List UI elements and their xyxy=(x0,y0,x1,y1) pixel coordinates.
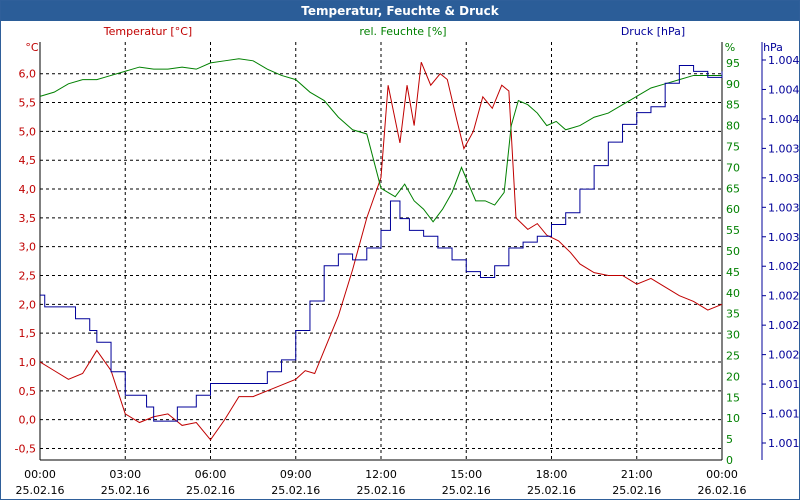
humidity-tick-label: 20 xyxy=(726,370,740,383)
x-tick-date: 25.02.16 xyxy=(442,484,491,497)
x-tick-date: 25.02.16 xyxy=(612,484,661,497)
humidity-unit: % xyxy=(725,41,735,54)
temperature-tick-label: 4,5 xyxy=(19,154,37,167)
x-tick-time: 12:00 xyxy=(365,468,397,481)
x-tick-date: 25.02.16 xyxy=(16,484,65,497)
x-tick-date: 25.02.16 xyxy=(101,484,150,497)
series-lines xyxy=(39,58,723,441)
humidity-tick-label: 45 xyxy=(726,266,740,279)
pressure-tick-label: 1.003 xyxy=(768,142,800,155)
x-tick-time: 03:00 xyxy=(109,468,141,481)
temperature-tick-label: 2,0 xyxy=(19,298,37,311)
humidity-tick-label: 95 xyxy=(726,57,740,70)
window-title: Temperatur, Feuchte & Druck xyxy=(1,1,799,21)
humidity-tick-label: 60 xyxy=(726,203,740,216)
temperature-series-line xyxy=(39,61,723,441)
pressure-tick-label: 1.004 xyxy=(768,83,800,96)
temperature-tick-label: -0,5 xyxy=(15,442,36,455)
temperature-tick-label: 3,0 xyxy=(19,241,37,254)
humidity-tick-label: 65 xyxy=(726,182,740,195)
x-tick-date: 25.02.16 xyxy=(271,484,320,497)
temperature-tick-label: 6,0 xyxy=(19,68,37,81)
humidity-tick-label: 5 xyxy=(726,433,733,446)
temperature-tick-label: 1,0 xyxy=(19,356,37,369)
pressure-tick-label: 1.002 xyxy=(768,260,800,273)
temperature-axis-title: Temperatur [°C] xyxy=(103,25,192,38)
temperature-tick-label: 3,5 xyxy=(19,212,37,225)
pressure-tick-label: 1.003 xyxy=(768,231,800,244)
pressure-tick-label: 1.004 xyxy=(768,113,800,126)
pressure-series-line xyxy=(40,65,723,422)
humidity-tick-label: 80 xyxy=(726,120,740,133)
humidity-tick-label: 75 xyxy=(726,141,740,154)
humidity-tick-label: 70 xyxy=(726,161,740,174)
x-tick-time: 15:00 xyxy=(450,468,482,481)
humidity-axis-title: rel. Feuchte [%] xyxy=(359,25,446,38)
pressure-tick-label: 1.002 xyxy=(768,319,800,332)
pressure-axis-title: Druck [hPa] xyxy=(621,25,685,38)
temperature-tick-label: 4,0 xyxy=(19,183,37,196)
x-tick-date: 25.02.16 xyxy=(357,484,406,497)
x-tick-date: 25.02.16 xyxy=(527,484,576,497)
pressure-tick-label: 1.003 xyxy=(768,172,800,185)
temperature-tick-label: 2,5 xyxy=(19,270,37,283)
temperature-tick-label: 5,0 xyxy=(19,125,37,138)
humidity-tick-label: 35 xyxy=(726,308,740,321)
x-tick-date: 25.02.16 xyxy=(186,484,235,497)
humidity-tick-label: 10 xyxy=(726,412,740,425)
humidity-tick-label: 85 xyxy=(726,99,740,112)
humidity-tick-label: 30 xyxy=(726,329,740,342)
x-tick-date: 26.02.16 xyxy=(698,484,747,497)
humidity-tick-label: 0 xyxy=(726,454,733,467)
pressure-tick-label: 1.002 xyxy=(768,349,800,362)
pressure-tick-label: 1.001 xyxy=(768,378,800,391)
humidity-tick-label: 40 xyxy=(726,287,740,300)
pressure-tick-label: 1.002 xyxy=(768,290,800,303)
x-tick-time: 00:00 xyxy=(24,468,56,481)
pressure-tick-label: 1.001 xyxy=(768,408,800,421)
pressure-tick-label: 1.003 xyxy=(768,201,800,214)
humidity-tick-label: 25 xyxy=(726,350,740,363)
humidity-tick-label: 15 xyxy=(726,391,740,404)
temperature-tick-label: 1,5 xyxy=(19,327,37,340)
humidity-tick-label: 50 xyxy=(726,245,740,258)
humidity-tick-label: 90 xyxy=(726,78,740,91)
temperature-tick-label: 5,5 xyxy=(19,97,37,110)
x-tick-time: 00:00 xyxy=(706,468,738,481)
temperature-tick-label: 0,5 xyxy=(19,385,37,398)
axes xyxy=(39,42,763,461)
x-tick-time: 06:00 xyxy=(195,468,227,481)
temperature-unit: °C xyxy=(25,41,39,54)
pressure-tick-label: 1.001 xyxy=(768,437,800,450)
x-tick-time: 18:00 xyxy=(536,468,568,481)
x-tick-time: 21:00 xyxy=(621,468,653,481)
pressure-unit: hPa xyxy=(763,41,783,54)
grid-lines xyxy=(40,42,722,460)
temperature-tick-label: 0,0 xyxy=(19,414,37,427)
x-tick-time: 09:00 xyxy=(280,468,312,481)
pressure-tick-label: 1.004 xyxy=(768,54,800,67)
humidity-series-line xyxy=(39,58,722,223)
tick-labels: 00:00 25.02.16 03:00 25.02.16 06:00 25.02.16 0… xyxy=(15,54,800,497)
humidity-tick-label: 55 xyxy=(726,224,740,237)
